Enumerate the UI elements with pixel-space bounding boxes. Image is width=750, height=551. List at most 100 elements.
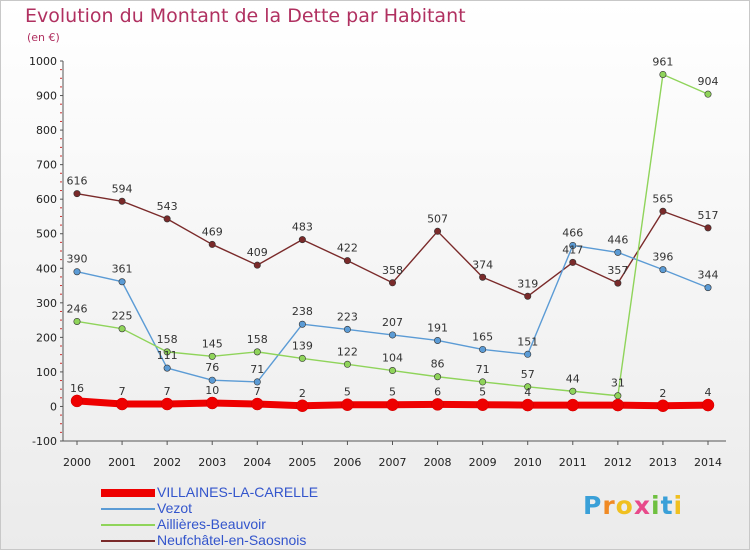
- data-point: [659, 70, 667, 78]
- data-point: [253, 348, 261, 356]
- data-label: 7: [254, 385, 261, 398]
- y-minor-tick: [60, 259, 62, 261]
- legend-entry: VILLAINES-LA-CARELLE: [101, 484, 401, 501]
- data-point: [73, 190, 81, 198]
- x-tick-label: 2002: [153, 456, 181, 469]
- data-point: [160, 397, 174, 411]
- data-point: [431, 398, 444, 411]
- data-point: [386, 398, 399, 411]
- brand-letter: x: [633, 491, 651, 520]
- y-minor-tick: [60, 241, 62, 243]
- y-tick-label: 200: [36, 331, 57, 344]
- data-point: [524, 350, 532, 358]
- data-label: 111: [157, 349, 178, 362]
- data-point: [208, 352, 216, 360]
- legend: VILLAINES-LA-CARELLE Vezot Aillières-Beauv…: [101, 484, 401, 549]
- data-label: 357: [607, 264, 628, 277]
- y-minor-tick: [60, 215, 62, 217]
- data-label: 422: [337, 242, 358, 255]
- data-label: 543: [157, 200, 178, 213]
- data-point: [479, 345, 487, 353]
- legend-entry: Vezot: [101, 500, 401, 517]
- y-minor-tick: [60, 86, 62, 88]
- data-label: 2: [659, 387, 666, 400]
- y-tick-label: -100: [32, 435, 57, 448]
- data-label: 122: [337, 345, 358, 358]
- y-minor-tick: [60, 181, 62, 183]
- data-label: 7: [164, 385, 171, 398]
- data-label: 446: [607, 233, 628, 246]
- data-point: [614, 248, 622, 256]
- data-point: [479, 273, 487, 281]
- x-tick-label: 2006: [333, 456, 361, 469]
- data-label: 207: [382, 316, 403, 329]
- x-tick-label: 2003: [198, 456, 226, 469]
- data-point: [704, 90, 712, 98]
- y-minor-tick: [60, 207, 62, 209]
- data-point: [611, 398, 625, 412]
- chart-title: Evolution du Montant de la Dette par Hab…: [25, 5, 466, 27]
- y-minor-tick: [60, 354, 62, 356]
- x-tick-label: 2012: [604, 456, 632, 469]
- y-minor-tick: [60, 414, 62, 416]
- data-point: [479, 378, 487, 386]
- y-minor-tick: [60, 423, 62, 425]
- data-label: 507: [427, 212, 448, 225]
- y-minor-tick: [60, 397, 62, 399]
- y-minor-tick: [60, 172, 62, 174]
- data-label: 4: [705, 386, 712, 399]
- data-point: [476, 398, 489, 411]
- legend-swatch: [101, 489, 155, 497]
- data-point: [163, 348, 171, 356]
- data-point: [118, 197, 126, 205]
- data-label: 390: [67, 253, 88, 266]
- data-point: [704, 224, 712, 232]
- data-point: [388, 279, 396, 287]
- legend-entry: Aillières-Beauvoir: [101, 516, 401, 533]
- data-label: 44: [566, 372, 580, 385]
- legend-label: VILLAINES-LA-CARELLE: [157, 484, 319, 500]
- data-point: [656, 399, 670, 413]
- data-label: 361: [112, 263, 133, 276]
- data-point: [253, 378, 261, 386]
- data-label: 5: [344, 386, 351, 399]
- data-label: 961: [652, 55, 673, 68]
- y-minor-tick: [60, 345, 62, 347]
- chart-subtitle: (en €): [27, 31, 60, 44]
- data-point: [569, 258, 577, 266]
- data-label: 319: [517, 277, 538, 290]
- y-minor-tick: [60, 69, 62, 71]
- y-minor-tick: [60, 190, 62, 192]
- data-label: 483: [292, 221, 313, 234]
- y-minor-tick: [60, 103, 62, 105]
- data-point: [521, 398, 534, 412]
- legend-swatch: [101, 508, 155, 510]
- brand-logo: Proxiti: [583, 491, 683, 520]
- data-label: 76: [205, 361, 219, 374]
- brand-letter: r: [602, 491, 616, 520]
- y-tick-label: 600: [36, 193, 57, 206]
- data-label: 71: [476, 363, 490, 376]
- brand-letter: i: [673, 491, 684, 520]
- data-point: [163, 215, 171, 223]
- y-minor-tick: [60, 112, 62, 114]
- data-label: 904: [698, 75, 719, 88]
- x-tick-label: 2004: [243, 456, 271, 469]
- data-label: 6: [434, 385, 441, 398]
- data-label: 16: [70, 382, 84, 395]
- data-point: [253, 261, 261, 269]
- y-tick-label: 900: [36, 90, 57, 103]
- data-label: 145: [202, 337, 223, 350]
- x-tick-label: 2011: [559, 456, 587, 469]
- data-label: 86: [431, 358, 445, 371]
- data-point: [208, 376, 216, 384]
- data-point: [298, 354, 306, 362]
- x-tick-label: 2007: [379, 456, 407, 469]
- x-tick-label: 2010: [514, 456, 542, 469]
- y-tick-label: 100: [36, 366, 57, 379]
- data-label: 139: [292, 339, 313, 352]
- data-point: [388, 367, 396, 375]
- data-label: 396: [652, 251, 673, 264]
- y-minor-tick: [60, 293, 62, 295]
- data-label: 417: [562, 243, 583, 256]
